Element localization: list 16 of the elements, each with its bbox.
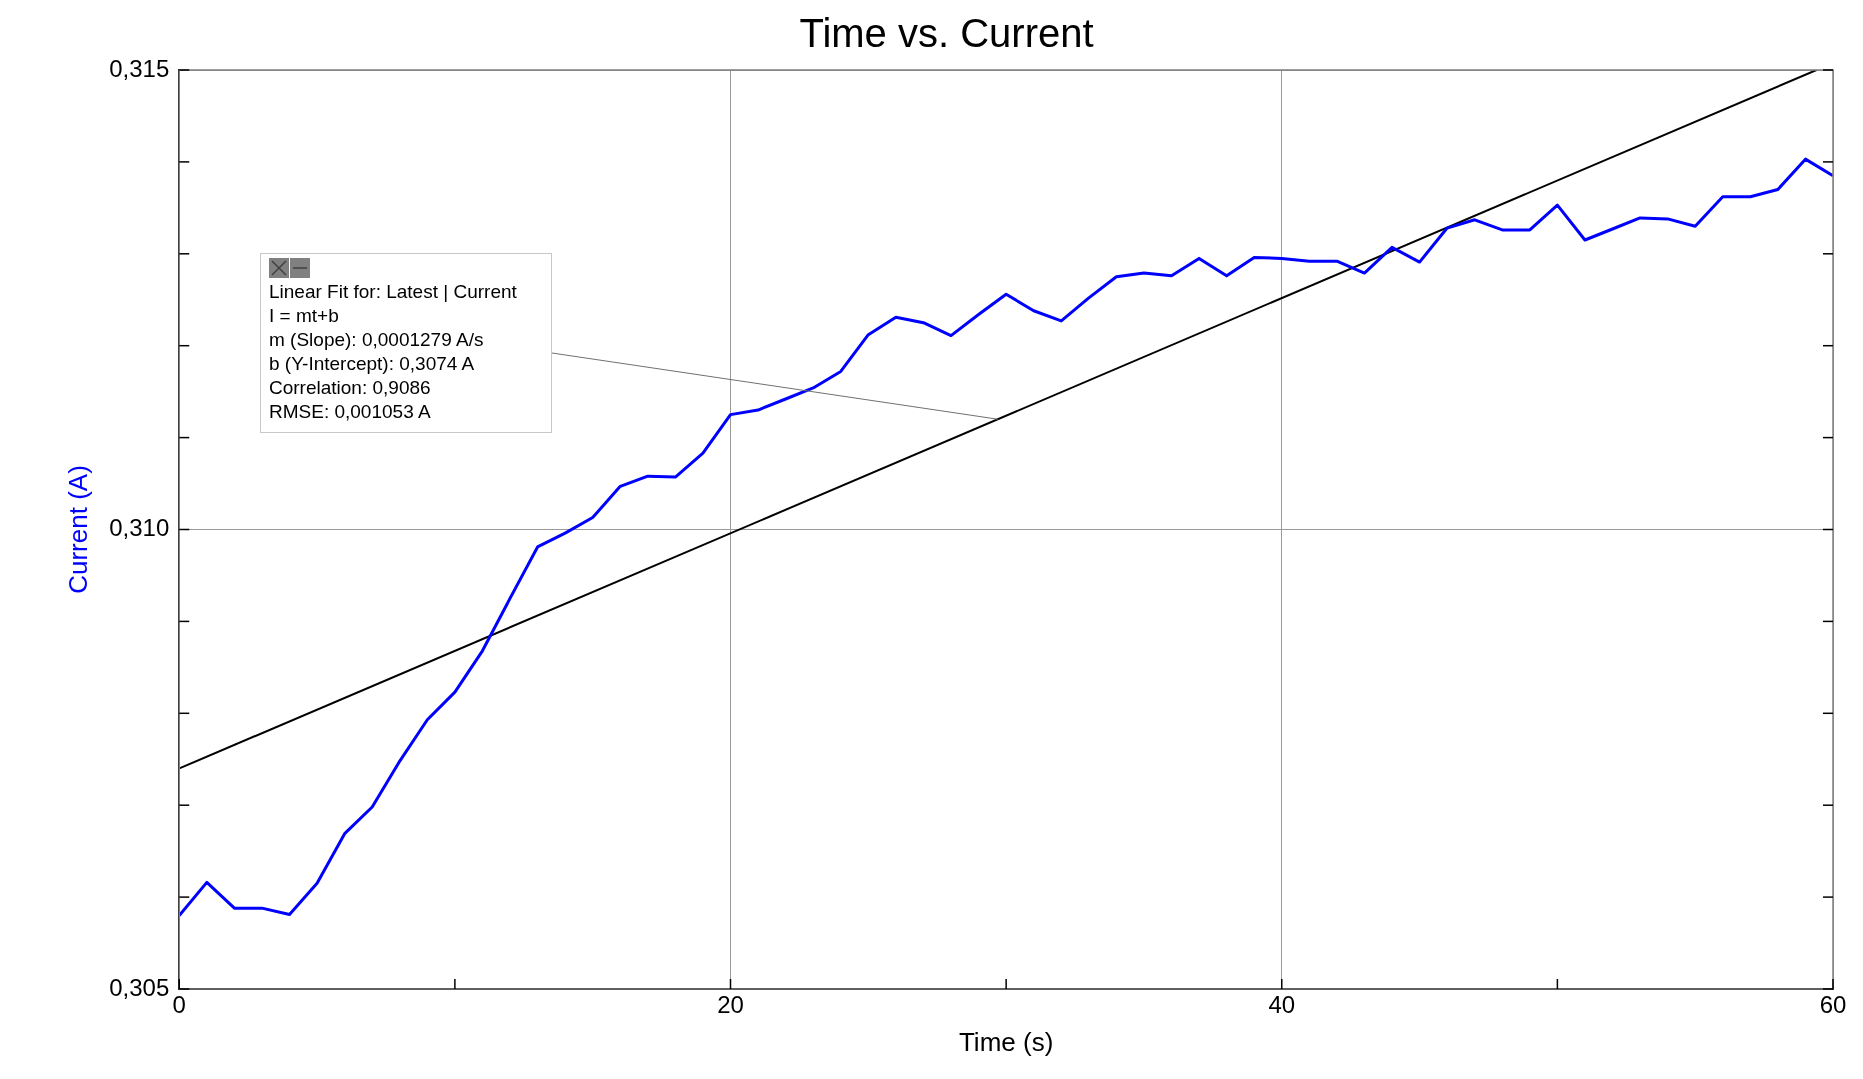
chart-title: Time vs. Current — [799, 11, 1094, 56]
x-tick-label: 20 — [717, 991, 744, 1019]
annotation: I = mt+b — [269, 304, 340, 328]
x-tick-label: 0 — [172, 991, 186, 1019]
x-axis-title: Time (s) — [958, 1026, 1054, 1057]
y-tick-label: 0,315 — [109, 54, 170, 82]
x-tick-label: 60 — [1819, 991, 1847, 1019]
annotation: m (Slope): 0,0001279 A/s — [269, 328, 485, 352]
x-tick-label: 40 — [1268, 991, 1296, 1019]
annotation: b (Y-Intercept): 0,3074 A — [269, 352, 476, 376]
annotation: Correlation: 0,9086 — [269, 376, 432, 400]
y-tick-label: 0,310 — [109, 514, 170, 542]
annotation: Linear Fit for: Latest | Current — [269, 280, 518, 304]
annotation: RMSE: 0,001053 A — [269, 400, 432, 424]
y-tick-label: 0,305 — [109, 973, 170, 1001]
y-axis-title: Current (A) — [62, 465, 93, 594]
